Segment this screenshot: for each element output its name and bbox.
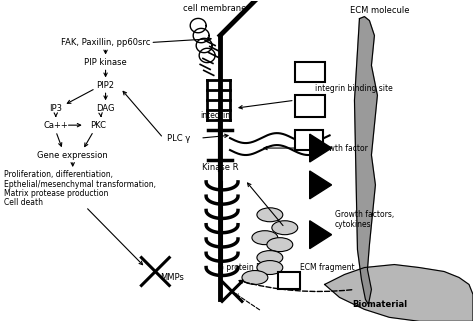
Text: Kinase R: Kinase R [202,164,238,173]
Text: integrin binding site: integrin binding site [315,84,392,93]
Polygon shape [310,171,332,199]
Ellipse shape [242,270,268,284]
Text: Growth factor: Growth factor [315,144,367,153]
Text: integrin: integrin [200,111,230,120]
Text: IP3: IP3 [49,104,62,113]
Bar [295,95,325,117]
Text: PLC γ: PLC γ [167,134,190,143]
Text: FAK, Paxillin, pp60src: FAK, Paxillin, pp60src [61,38,150,47]
Text: PIP kinase: PIP kinase [84,58,127,67]
Bar [295,130,323,150]
Text: MMPs: MMPs [160,273,184,282]
Ellipse shape [252,231,278,245]
Text: ECM fragment: ECM fragment [300,263,355,272]
Text: cell membrane: cell membrane [183,4,247,13]
Ellipse shape [257,260,283,275]
Text: Cell death: Cell death [4,198,43,207]
Polygon shape [310,221,332,249]
Polygon shape [355,17,377,304]
Text: Matrix protease production: Matrix protease production [4,189,109,198]
Ellipse shape [267,238,293,251]
Bar [278,271,300,289]
Polygon shape [325,265,473,321]
Text: ECM molecule: ECM molecule [349,6,409,15]
Text: Ca++: Ca++ [44,121,68,130]
Polygon shape [310,134,332,162]
Text: PKC: PKC [91,121,107,130]
Text: Epthelial/mesenchymal transformation,: Epthelial/mesenchymal transformation, [4,180,156,189]
Text: Biomaterial: Biomaterial [352,300,407,309]
Text: Gene expression: Gene expression [37,150,108,159]
Text: Growth factors,
cytokines: Growth factors, cytokines [335,210,394,230]
Ellipse shape [272,221,298,235]
Ellipse shape [257,208,283,222]
Text: DAG: DAG [96,104,115,113]
Ellipse shape [257,251,283,265]
Bar [295,62,325,82]
Text: G protein R: G protein R [218,263,262,272]
Text: Proliferation, differentiation,: Proliferation, differentiation, [4,170,113,179]
Text: PIP2: PIP2 [97,81,115,90]
